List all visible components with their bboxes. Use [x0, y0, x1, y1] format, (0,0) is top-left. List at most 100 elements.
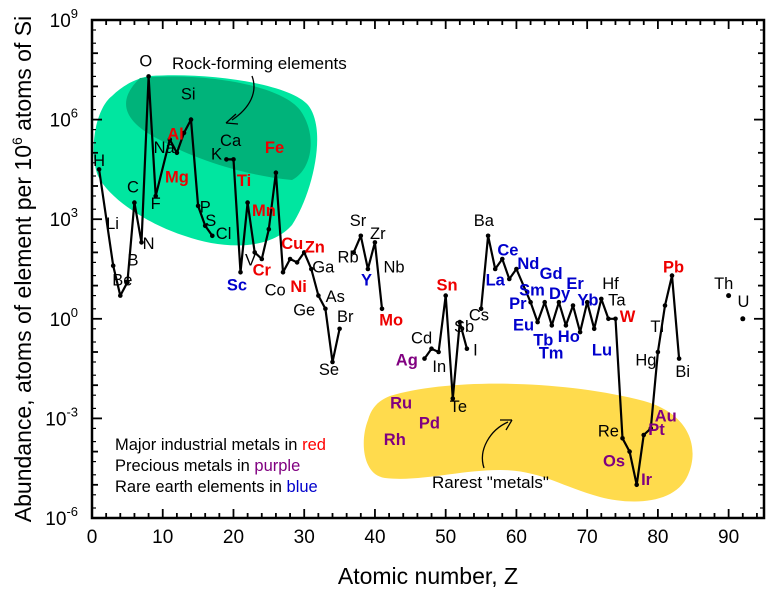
data-point: [648, 426, 654, 431]
data-point: [478, 306, 484, 312]
data-point: [118, 293, 123, 298]
data-point: [316, 293, 321, 298]
element-label-na: Na: [154, 139, 176, 157]
data-point: [125, 280, 130, 285]
element-label-sr: Sr: [350, 212, 367, 230]
element-label-la: La: [486, 272, 506, 290]
y-axis-label: Abundance, atoms of element per 106 atom…: [9, 16, 36, 522]
data-point: [457, 319, 463, 325]
element-label-cu: Cu: [281, 235, 303, 253]
element-label-o: O: [139, 53, 152, 71]
data-point: [132, 200, 137, 205]
element-label-cr: Cr: [253, 262, 272, 280]
x-tick-label: 10: [152, 527, 173, 548]
data-point: [259, 256, 265, 262]
element-label-ge: Ge: [293, 302, 315, 320]
data-point: [273, 170, 279, 175]
legend-prefix: Precious metals in: [115, 457, 254, 475]
rock-arrow: [231, 75, 255, 121]
y-tick-label: 106: [50, 106, 78, 132]
element-label-gd: Gd: [540, 265, 563, 283]
data-point: [570, 303, 576, 308]
y-axis-label-sup: 6: [9, 137, 25, 145]
element-label-ho: Ho: [558, 328, 580, 346]
element-label-ru: Ru: [390, 394, 412, 412]
element-label-n: N: [143, 235, 155, 253]
element-label-nb: Nb: [383, 258, 404, 276]
data-point: [287, 256, 293, 262]
element-label-sc: Sc: [227, 277, 247, 295]
element-label-h: H: [93, 152, 105, 170]
rock-arrow-head: [225, 113, 239, 125]
regions-layer: [93, 75, 693, 502]
element-label-lu: Lu: [592, 341, 612, 359]
data-point: [627, 449, 632, 454]
rare-arrow-head: [500, 419, 513, 431]
x-tick-label: 50: [435, 527, 456, 548]
legend-prefix: Rare earth elements in: [115, 478, 287, 496]
legend-word: purple: [254, 457, 300, 475]
element-label-ca: Ca: [220, 132, 242, 150]
data-point: [669, 273, 675, 278]
element-label-tb: Tb: [533, 331, 553, 349]
element-label-b: B: [127, 252, 138, 270]
data-point: [422, 356, 427, 361]
element-label-ir: Ir: [641, 471, 653, 489]
element-label-au: Au: [655, 408, 677, 426]
axes: [90, 18, 766, 520]
element-label-ba: Ba: [474, 212, 495, 230]
data-point: [195, 203, 201, 209]
x-tick-label: 80: [647, 527, 668, 548]
rarest-metals-label: Rarest "metals": [432, 473, 549, 492]
data-point: [266, 226, 272, 232]
data-point: [528, 299, 533, 305]
data-point: [174, 150, 180, 156]
data-point: [372, 240, 378, 245]
data-point: [167, 137, 173, 142]
annotations-layer: Rock-forming elements Rarest "metals": [172, 54, 549, 492]
data-point: [238, 270, 243, 275]
x-tick-label: 90: [718, 527, 739, 548]
legend-row-precious: Precious metals in purple: [115, 457, 300, 475]
data-point: [181, 130, 187, 136]
y-tick-label: 10-6: [45, 504, 78, 530]
element-label-si: Si: [181, 86, 196, 104]
legend-word: blue: [287, 478, 318, 496]
data-point: [96, 167, 102, 172]
data-point: [584, 299, 590, 305]
element-label-ce: Ce: [497, 242, 518, 260]
element-label-pt: Pt: [648, 421, 665, 439]
legend: Major industrial metals in red Precious …: [115, 436, 326, 496]
data-point: [210, 233, 215, 239]
data-point: [563, 323, 569, 328]
rock-forming-inner-region: [126, 76, 311, 180]
element-label-fe: Fe: [265, 139, 284, 157]
element-label-ta: Ta: [608, 292, 626, 310]
element-label-k: K: [211, 145, 222, 163]
data-point: [323, 306, 328, 312]
data-point: [245, 200, 250, 205]
element-label-hf: Hf: [602, 275, 619, 293]
element-label-li: Li: [106, 215, 119, 233]
legend-row-industrial: Major industrial metals in red: [115, 436, 326, 454]
data-point: [146, 74, 151, 79]
x-axis-label: Atomic number, Z: [338, 563, 518, 589]
element-label-ni: Ni: [290, 278, 307, 296]
element-label-nd: Nd: [517, 255, 539, 273]
element-label-c: C: [127, 179, 139, 197]
x-tick-label: 60: [506, 527, 527, 548]
y-tick-label: 103: [50, 205, 78, 231]
element-label-pb: Pb: [663, 258, 684, 276]
rarest-metals-region: [363, 383, 693, 502]
data-point: [535, 319, 540, 325]
rare-arrow: [481, 421, 509, 469]
element-label-cs: Cs: [469, 307, 489, 325]
data-point: [613, 316, 618, 322]
element-label-yb: Yb: [577, 292, 598, 310]
element-label-i: I: [473, 341, 478, 359]
y-tick-label: 10-3: [45, 404, 78, 430]
element-label-tm: Tm: [539, 345, 564, 363]
data-point: [351, 250, 357, 255]
